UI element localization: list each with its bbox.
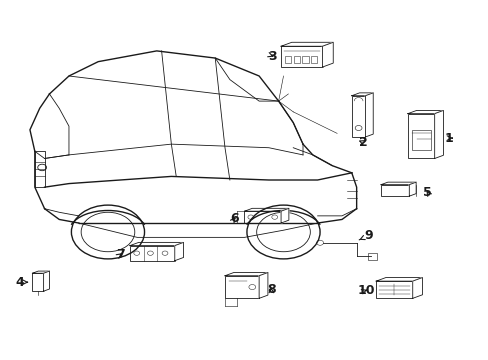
Bar <box>302 56 308 63</box>
Bar <box>293 56 299 63</box>
Bar <box>407 114 434 158</box>
Polygon shape <box>408 182 415 196</box>
Bar <box>375 281 412 298</box>
Text: 4: 4 <box>16 276 27 289</box>
Text: 2: 2 <box>358 136 366 149</box>
Text: 8: 8 <box>266 283 275 296</box>
Bar <box>284 56 290 63</box>
Bar <box>411 130 430 149</box>
Bar <box>281 46 322 67</box>
Bar <box>224 276 259 298</box>
Bar <box>380 185 408 196</box>
Text: 10: 10 <box>357 284 374 297</box>
Text: 6: 6 <box>230 212 239 225</box>
Polygon shape <box>412 278 422 298</box>
Polygon shape <box>259 273 267 298</box>
Text: 3: 3 <box>267 50 277 63</box>
Bar <box>367 253 376 260</box>
Polygon shape <box>43 271 49 291</box>
Polygon shape <box>365 93 372 137</box>
Bar <box>32 273 43 291</box>
Text: 5: 5 <box>423 186 431 199</box>
Text: 9: 9 <box>359 229 372 242</box>
Text: 1: 1 <box>444 131 453 145</box>
Bar <box>244 211 281 223</box>
Bar <box>130 246 174 261</box>
Polygon shape <box>322 42 332 67</box>
Polygon shape <box>434 111 443 158</box>
Bar <box>310 56 317 63</box>
Bar <box>351 96 365 137</box>
Polygon shape <box>174 242 183 261</box>
Polygon shape <box>281 208 288 223</box>
Text: 7: 7 <box>116 248 124 261</box>
